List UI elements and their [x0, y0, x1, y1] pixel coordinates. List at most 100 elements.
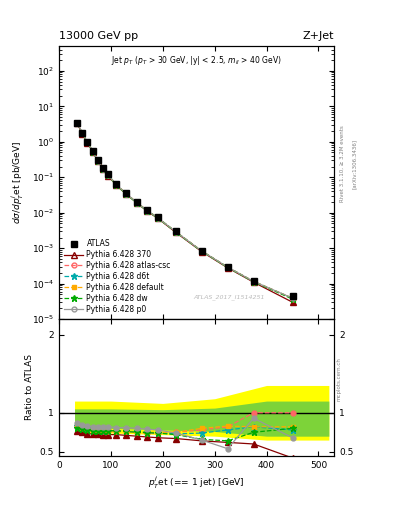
Pythia 6.428 dw: [85, 139, 90, 145]
Pythia 6.428 370: [80, 131, 84, 137]
Pythia 6.428 default: [80, 130, 84, 136]
Pythia 6.428 dw: [124, 191, 129, 197]
Pythia 6.428 dw: [134, 200, 139, 206]
Pythia 6.428 d6t: [145, 207, 150, 214]
Pythia 6.428 default: [173, 229, 178, 235]
Pythia 6.428 370: [251, 279, 256, 285]
Pythia 6.428 atlas-csc: [114, 182, 118, 188]
Pythia 6.428 default: [290, 295, 295, 301]
Pythia 6.428 p0: [80, 130, 84, 136]
Pythia 6.428 atlas-csc: [155, 215, 160, 221]
Pythia 6.428 p0: [173, 229, 178, 235]
Pythia 6.428 370: [173, 229, 178, 236]
Pythia 6.428 d6t: [225, 264, 230, 270]
Pythia 6.428 370: [95, 158, 100, 164]
Line: Pythia 6.428 atlas-csc: Pythia 6.428 atlas-csc: [75, 120, 295, 301]
Pythia 6.428 d6t: [95, 158, 100, 164]
Line: Pythia 6.428 p0: Pythia 6.428 p0: [75, 120, 295, 301]
Pythia 6.428 default: [134, 200, 139, 206]
Text: [arXiv:1306.3436]: [arXiv:1306.3436]: [352, 139, 357, 189]
Text: Jet $p_T$ ($p_T$ > 30 GeV, |y| < 2.5, $m_{ll}$ > 40 GeV): Jet $p_T$ ($p_T$ > 30 GeV, |y| < 2.5, $m…: [111, 54, 282, 67]
Pythia 6.428 atlas-csc: [95, 158, 100, 164]
Pythia 6.428 default: [85, 139, 90, 145]
Pythia 6.428 dw: [145, 208, 150, 214]
Pythia 6.428 370: [101, 166, 105, 172]
Pythia 6.428 dw: [75, 120, 79, 126]
Pythia 6.428 atlas-csc: [80, 130, 84, 136]
Pythia 6.428 370: [134, 200, 139, 206]
Pythia 6.428 d6t: [101, 165, 105, 172]
Pythia 6.428 d6t: [75, 120, 79, 126]
Text: 13000 GeV pp: 13000 GeV pp: [59, 31, 138, 40]
Pythia 6.428 p0: [134, 200, 139, 206]
Text: mcplots.cern.ch: mcplots.cern.ch: [336, 357, 341, 401]
Pythia 6.428 default: [145, 207, 150, 214]
Pythia 6.428 d6t: [124, 190, 129, 197]
Pythia 6.428 dw: [106, 173, 110, 179]
Pythia 6.428 370: [75, 120, 79, 126]
Pythia 6.428 p0: [251, 279, 256, 285]
Pythia 6.428 370: [225, 265, 230, 271]
Pythia 6.428 370: [290, 299, 295, 305]
Pythia 6.428 d6t: [85, 139, 90, 145]
Pythia 6.428 dw: [95, 158, 100, 164]
Pythia 6.428 atlas-csc: [101, 165, 105, 172]
Text: Rivet 3.1.10, ≥ 3.2M events: Rivet 3.1.10, ≥ 3.2M events: [340, 125, 345, 202]
X-axis label: $p^j_T$et (== 1 jet) [GeV]: $p^j_T$et (== 1 jet) [GeV]: [148, 475, 245, 492]
Pythia 6.428 370: [199, 248, 204, 254]
Pythia 6.428 p0: [155, 215, 160, 221]
Pythia 6.428 default: [90, 148, 95, 155]
Pythia 6.428 dw: [251, 279, 256, 285]
Pythia 6.428 p0: [101, 165, 105, 172]
Pythia 6.428 370: [90, 149, 95, 155]
Pythia 6.428 atlas-csc: [145, 207, 150, 214]
Pythia 6.428 dw: [290, 296, 295, 302]
Pythia 6.428 default: [95, 158, 100, 164]
Pythia 6.428 atlas-csc: [251, 279, 256, 285]
Line: Pythia 6.428 d6t: Pythia 6.428 d6t: [74, 120, 296, 301]
Pythia 6.428 d6t: [134, 200, 139, 206]
Pythia 6.428 atlas-csc: [173, 229, 178, 235]
Pythia 6.428 default: [155, 215, 160, 221]
Legend: ATLAS, Pythia 6.428 370, Pythia 6.428 atlas-csc, Pythia 6.428 d6t, Pythia 6.428 : ATLAS, Pythia 6.428 370, Pythia 6.428 at…: [63, 238, 173, 315]
Pythia 6.428 d6t: [106, 172, 110, 178]
Pythia 6.428 370: [124, 191, 129, 198]
Pythia 6.428 p0: [95, 158, 100, 164]
Y-axis label: $d\sigma/dp^j_T\mathrm{et}$ [pb/GeV]: $d\sigma/dp^j_T\mathrm{et}$ [pb/GeV]: [10, 141, 26, 224]
Pythia 6.428 370: [85, 140, 90, 146]
Pythia 6.428 p0: [106, 172, 110, 178]
Pythia 6.428 p0: [75, 120, 79, 126]
Pythia 6.428 d6t: [80, 130, 84, 136]
Pythia 6.428 atlas-csc: [225, 264, 230, 270]
Pythia 6.428 370: [114, 182, 118, 188]
Pythia 6.428 370: [106, 173, 110, 179]
Text: ATLAS_2017_I1514251: ATLAS_2017_I1514251: [194, 294, 265, 300]
Pythia 6.428 d6t: [290, 295, 295, 301]
Text: Z+Jet: Z+Jet: [303, 31, 334, 40]
Pythia 6.428 atlas-csc: [75, 120, 79, 126]
Pythia 6.428 p0: [124, 190, 129, 197]
Line: Pythia 6.428 dw: Pythia 6.428 dw: [74, 120, 296, 302]
Pythia 6.428 dw: [155, 215, 160, 221]
Pythia 6.428 370: [145, 208, 150, 215]
Pythia 6.428 p0: [145, 207, 150, 214]
Pythia 6.428 dw: [199, 248, 204, 254]
Pythia 6.428 p0: [85, 139, 90, 145]
Pythia 6.428 default: [114, 181, 118, 187]
Pythia 6.428 dw: [90, 148, 95, 155]
Pythia 6.428 d6t: [173, 229, 178, 235]
Pythia 6.428 default: [75, 120, 79, 126]
Line: Pythia 6.428 370: Pythia 6.428 370: [74, 121, 295, 305]
Pythia 6.428 p0: [90, 148, 95, 155]
Pythia 6.428 dw: [101, 166, 105, 172]
Pythia 6.428 d6t: [155, 215, 160, 221]
Pythia 6.428 p0: [199, 248, 204, 254]
Pythia 6.428 370: [155, 215, 160, 221]
Pythia 6.428 atlas-csc: [124, 191, 129, 197]
Pythia 6.428 atlas-csc: [134, 199, 139, 205]
Pythia 6.428 dw: [80, 131, 84, 137]
Pythia 6.428 d6t: [251, 279, 256, 285]
Pythia 6.428 p0: [225, 264, 230, 270]
Line: Pythia 6.428 default: Pythia 6.428 default: [75, 120, 295, 301]
Pythia 6.428 d6t: [199, 248, 204, 254]
